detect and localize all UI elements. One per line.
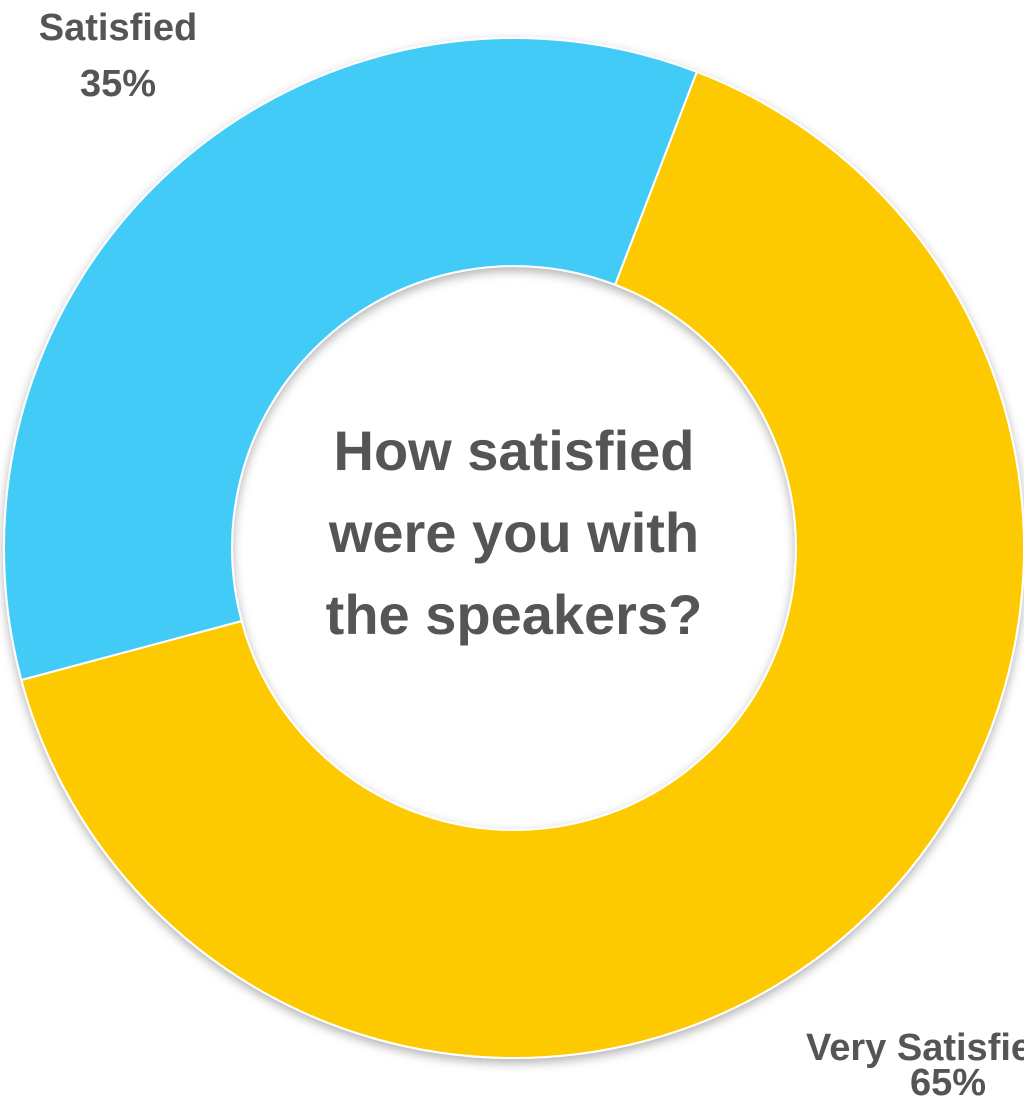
donut-segment (3, 36, 699, 682)
chart-title: How satisfied were you with the speakers… (325, 419, 703, 646)
segment-label: Satisfied (39, 7, 197, 49)
segment-label: Very Satisfied (806, 1027, 1024, 1069)
value-label: 35% (80, 63, 156, 105)
value-label: 65% (910, 1062, 986, 1104)
